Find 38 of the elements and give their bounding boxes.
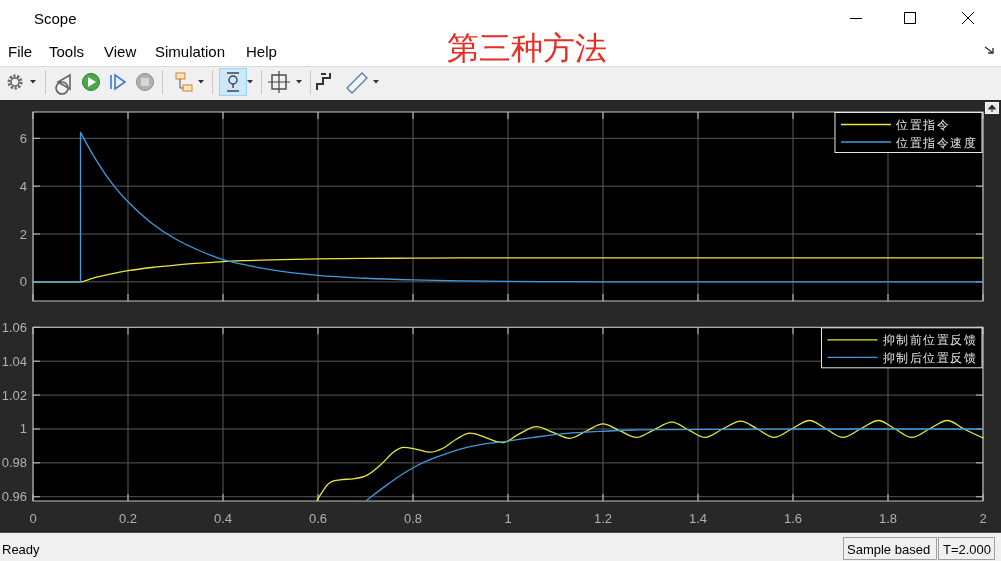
text: File — [8, 43, 33, 60]
x-tick-label: 1.2 — [593, 511, 613, 526]
legend-label: 抑制前位置反馈 — [882, 333, 977, 348]
line-series — [366, 428, 984, 501]
x-tick-label: 2 — [979, 511, 987, 526]
x-tick-label: 0 — [29, 511, 37, 526]
legend-label: 位置指令 — [896, 118, 950, 132]
text: View — [104, 43, 137, 60]
x-tick-label: 1.4 — [688, 511, 708, 526]
text: Help — [246, 43, 277, 60]
text: Tools — [49, 43, 85, 60]
y-tick-label: 1.06 — [1, 319, 27, 335]
text: Sample based — [847, 542, 931, 557]
y-tick-label: 0 — [19, 274, 27, 290]
y-tick-label: 0.96 — [1, 489, 27, 505]
line-series — [316, 419, 984, 501]
y-tick-label: 6 — [19, 130, 27, 146]
line-series — [32, 131, 984, 283]
x-tick-label: 0.8 — [403, 511, 423, 526]
y-tick-label: 2 — [19, 226, 27, 242]
y-tick-label: 4 — [19, 178, 27, 194]
text: Scope — [34, 10, 77, 27]
text: Ready — [2, 542, 41, 557]
text: T=2.000 — [943, 542, 992, 557]
x-tick-label: 1.8 — [878, 511, 898, 526]
x-tick-label: 1 — [504, 511, 512, 526]
y-tick-label: 1.04 — [1, 353, 27, 369]
y-tick-label: 1.02 — [1, 387, 27, 403]
legend-label: 位置指令速度 — [896, 135, 977, 150]
y-tick-label: 0.98 — [1, 455, 27, 471]
x-tick-label: 0.6 — [308, 511, 328, 526]
y-tick-label: 1 — [19, 421, 27, 437]
text: 第三种方法 — [447, 30, 607, 66]
x-tick-label: 0.4 — [213, 511, 233, 526]
text: Simulation — [155, 43, 226, 60]
x-tick-label: 1.6 — [783, 511, 803, 526]
legend-label: 抑制后位置反馈 — [882, 350, 977, 365]
x-tick-label: 0.2 — [118, 511, 138, 526]
